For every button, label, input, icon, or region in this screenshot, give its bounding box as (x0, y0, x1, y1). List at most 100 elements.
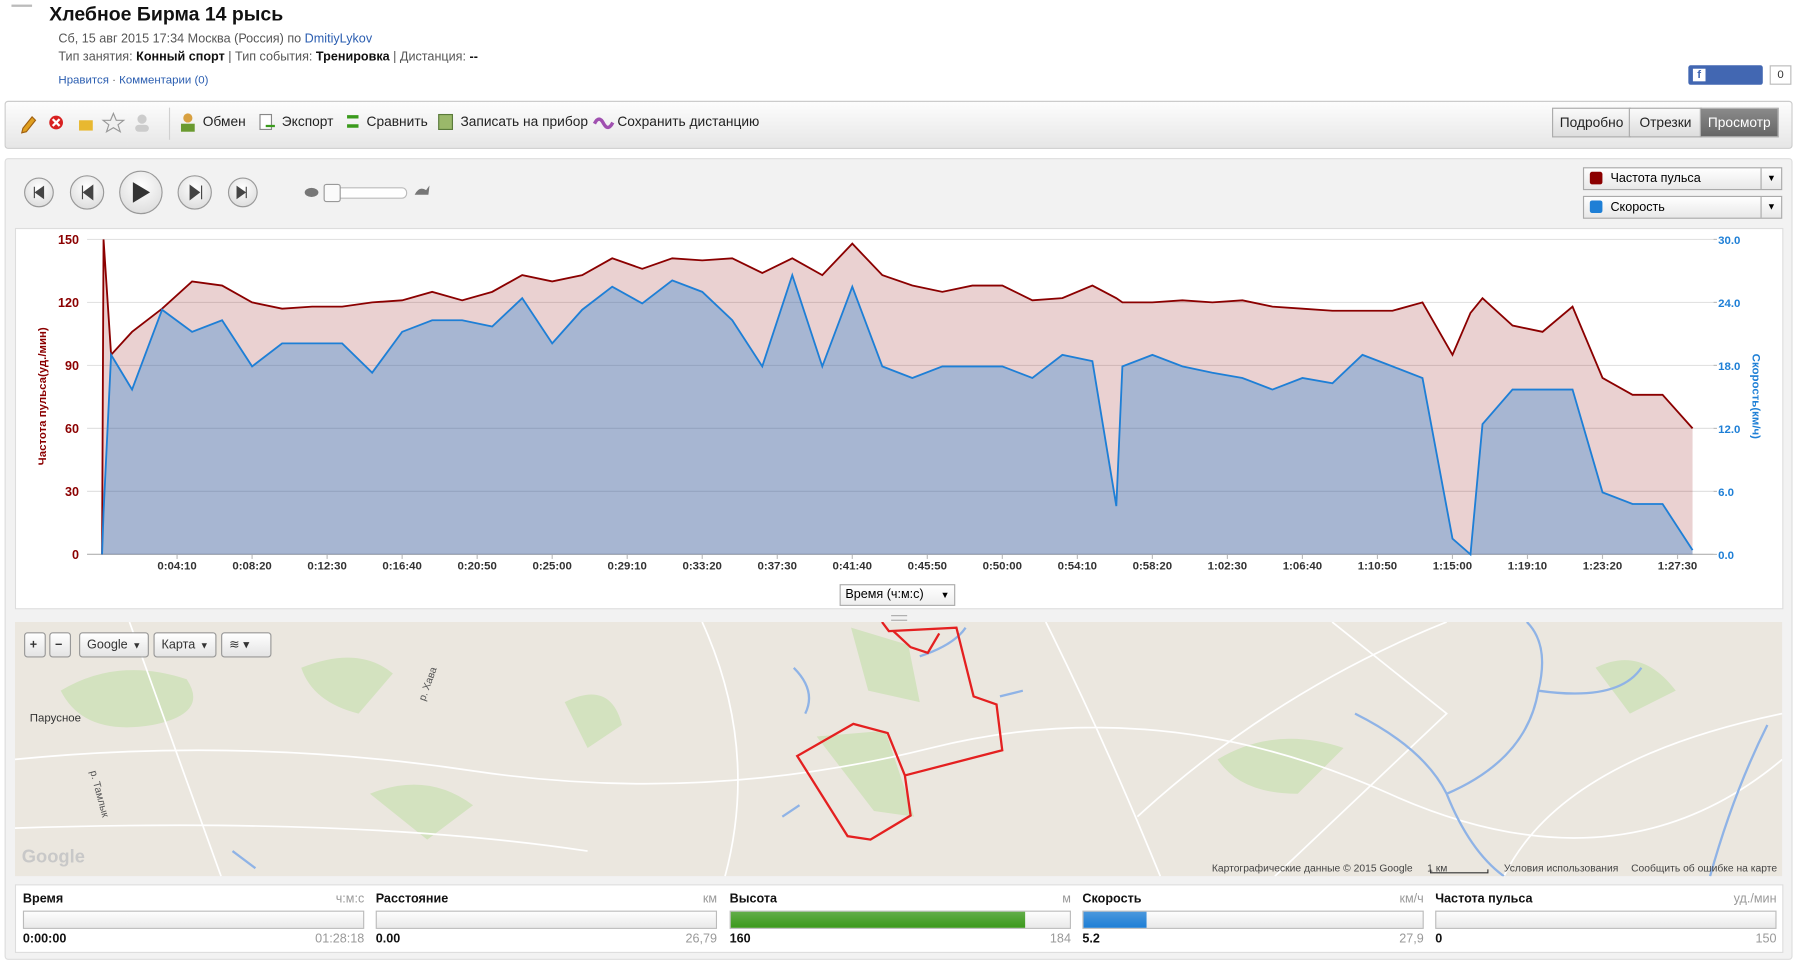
stat-unit: км/ч (1399, 892, 1424, 907)
slider-thumb[interactable] (323, 183, 341, 203)
y-axis-title: Частота пульса(уд./мин) (37, 327, 49, 465)
event-label: | Тип события: (228, 50, 313, 65)
map[interactable] (14, 621, 1783, 877)
series-selector[interactable]: Частота пульса ▼ (1582, 167, 1783, 191)
x-tick-label: 0:12:30 (307, 560, 346, 572)
zoom-out[interactable]: − (49, 632, 72, 658)
y2-tick-label: 6.0 (1718, 487, 1734, 499)
map-greens (60, 627, 1676, 840)
layers-button[interactable]: ≋ ▾ (221, 632, 272, 658)
stat-name: Частота пульса (1435, 892, 1533, 907)
map-report[interactable]: Сообщить об ошибке на карте (1631, 862, 1778, 874)
line (101, 239, 1694, 555)
play-glyph (132, 182, 151, 203)
chart: 0 30 60 90 120 150 0.0 6.0 12.0 18.0 24.0 30.0 0:04:… (37, 233, 1762, 572)
area (102, 275, 1693, 555)
prev-button[interactable] (69, 175, 105, 210)
stat-current: 5.2 (1082, 932, 1100, 947)
route (795, 621, 1004, 841)
fb-like[interactable]: fНравится (1688, 65, 1763, 101)
toolbar-action[interactable]: Экспорт (281, 113, 334, 130)
x-tick-label: 0:37:30 (758, 560, 797, 572)
device-icon (438, 113, 454, 131)
menu-dash[interactable] (11, 4, 33, 7)
author-link[interactable]: DmitiyLykov (304, 32, 373, 46)
activity-label: Тип занятия: (58, 50, 133, 65)
y-tick-label: 120 (58, 296, 79, 310)
stat-name: Высота (729, 892, 778, 907)
map-roads (14, 621, 1783, 877)
delete-x (51, 118, 61, 127)
lock-icon[interactable] (79, 120, 93, 131)
map-attribution: Картографические данные © 2015 Google (1211, 862, 1413, 874)
view-tab[interactable]: Просмотр (1699, 107, 1779, 138)
line (101, 272, 1694, 557)
y2-axis-title: Скорость(км/ч) (1749, 354, 1761, 439)
stat-current: 0.00 (375, 932, 401, 947)
like-link[interactable]: Нравится (58, 74, 109, 88)
x-tick-label: 0:50:00 (983, 560, 1022, 572)
x-tick-label: 1:23:20 (1583, 560, 1622, 572)
view-tab[interactable]: Отрезки (1628, 107, 1703, 138)
activity: Конный спорт (136, 50, 225, 65)
series-selector[interactable]: Скорость ▼ (1582, 195, 1783, 219)
x-tick-label: 0:58:20 (1133, 560, 1172, 572)
x-tick-label: 1:06:40 (1283, 560, 1322, 572)
toolbar-action[interactable]: Сохранить дистанцию (617, 113, 760, 130)
x-tick-label: 0:41:40 (833, 560, 872, 572)
x-tick-label: 1:19:10 (1508, 560, 1547, 572)
stat-max: 01:28:18 (315, 932, 365, 947)
comments-link[interactable]: Комментарии (0) (119, 74, 209, 88)
resize-handle[interactable] (891, 615, 908, 621)
stat-max: 150 (1755, 932, 1777, 947)
map-scale: 1 км (1427, 862, 1448, 874)
map-control[interactable]: Google ▼ (79, 632, 150, 658)
legend-label: Частота пульса (1610, 171, 1701, 186)
x-tick-label: 0:33:20 (683, 560, 722, 572)
prev-glyph (81, 184, 94, 201)
star-icon[interactable] (101, 111, 126, 133)
title: Хлебное Бирма 14 рысь (49, 3, 284, 26)
y2-tick-label: 18.0 (1718, 361, 1740, 373)
toolbar-action[interactable]: Записать на прибор (460, 113, 589, 130)
x-axis-label: Время (ч:м:с) (845, 587, 924, 602)
stat-name: Время (22, 892, 64, 907)
dropdown-arrow: ▼ (1760, 197, 1781, 218)
map-terms[interactable]: Условия использования (1503, 862, 1619, 874)
x-tick-label: 0:16:40 (382, 560, 421, 572)
x-tick-label: 1:10:50 (1358, 560, 1397, 572)
toolbar-action[interactable]: Сравнить (366, 113, 428, 130)
toolbar-action[interactable]: Обмен (202, 113, 246, 130)
stat-bar (22, 910, 365, 929)
legend-swatch (1589, 171, 1603, 185)
y-tick-label: 0 (72, 548, 79, 562)
x-tick-label: 0:04:10 (157, 560, 196, 572)
fast-icon (414, 185, 430, 195)
first-button[interactable] (24, 177, 54, 208)
stat-bar (1435, 910, 1777, 929)
map-control-label: Карта (161, 637, 196, 652)
next-glyph (189, 184, 203, 201)
x-tick-label: 0:54:10 (1058, 560, 1097, 572)
edit-icon[interactable] (20, 115, 37, 134)
fb-like-text: Нравится (1688, 88, 1743, 101)
map-control[interactable]: Карта ▼ (153, 632, 217, 658)
details: Тип занятия: Конный спорт | Тип события:… (58, 50, 477, 64)
x-axis-select[interactable]: Время (ч:м:с) ▼ (839, 584, 956, 606)
y2-tick-label: 0.0 (1718, 550, 1734, 562)
y2-tick-label: 12.0 (1718, 424, 1740, 436)
y-tick-label: 60 (65, 422, 79, 436)
x-tick-label: 0:08:20 (232, 560, 271, 572)
user-icon[interactable] (137, 114, 147, 124)
zoom-in[interactable]: + (24, 632, 46, 658)
stat-panel: Высота м 160 184 (729, 891, 1071, 948)
view-tab[interactable]: Подробно (1552, 107, 1632, 138)
fb-count: 0 (1769, 65, 1792, 85)
stat-unit: уд./мин (1733, 892, 1777, 907)
x-tick-label: 1:15:00 (1433, 560, 1472, 572)
x-tick-label: 0:45:50 (908, 560, 947, 572)
stat-bar (1082, 910, 1424, 929)
stat-current: 0:00:00 (22, 932, 67, 947)
distance: -- (469, 50, 478, 65)
google-logo: Google (21, 847, 85, 868)
